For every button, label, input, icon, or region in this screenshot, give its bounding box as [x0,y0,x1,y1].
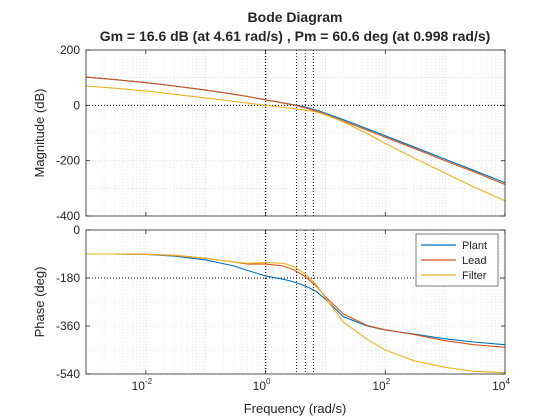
phase-ytick-label: -540 [56,367,80,381]
x-axis-label: Frequency (rad/s) [244,401,347,416]
legend-label-lead: Lead [462,255,486,267]
magnitude-axis-label: Magnitude (dB) [32,89,47,178]
magnitude-ytick-label: -200 [56,154,80,168]
magnitude-series-filter [85,85,506,202]
phase-ytick-label: -180 [56,271,80,285]
chart-subtitle: Gm = 16.6 dB (at 4.61 rad/s) , Pm = 60.6… [100,28,491,44]
x-tick-label: 100 [253,377,271,393]
magnitude-plot: 200 0 -200 -400 [56,43,506,223]
x-tick-label: 10-2 [132,377,153,393]
phase-axes-box [85,229,506,375]
x-tick-label: 104 [492,377,510,393]
magnitude-series-lead [85,76,506,186]
phase-plot: 0 -180 -360 -540 10-2 100 102 104 [56,223,510,393]
phase-ytick-label: 0 [73,223,80,237]
x-tick-label: 102 [372,377,390,393]
chart-title: Bode Diagram [248,9,343,25]
legend: Plant Lead Filter [415,233,499,287]
magnitude-ytick-label: -400 [56,209,80,223]
legend-label-filter: Filter [462,270,487,282]
magnitude-ytick-label: 0 [73,98,80,112]
phase-series-filter [86,253,506,374]
phase-ytick-label: -360 [56,319,80,333]
phase-axis-label: Phase (deg) [32,267,47,338]
legend-label-plant: Plant [462,240,487,252]
magnitude-axes-box [85,49,506,217]
magnitude-ytick-label: 200 [60,43,80,57]
